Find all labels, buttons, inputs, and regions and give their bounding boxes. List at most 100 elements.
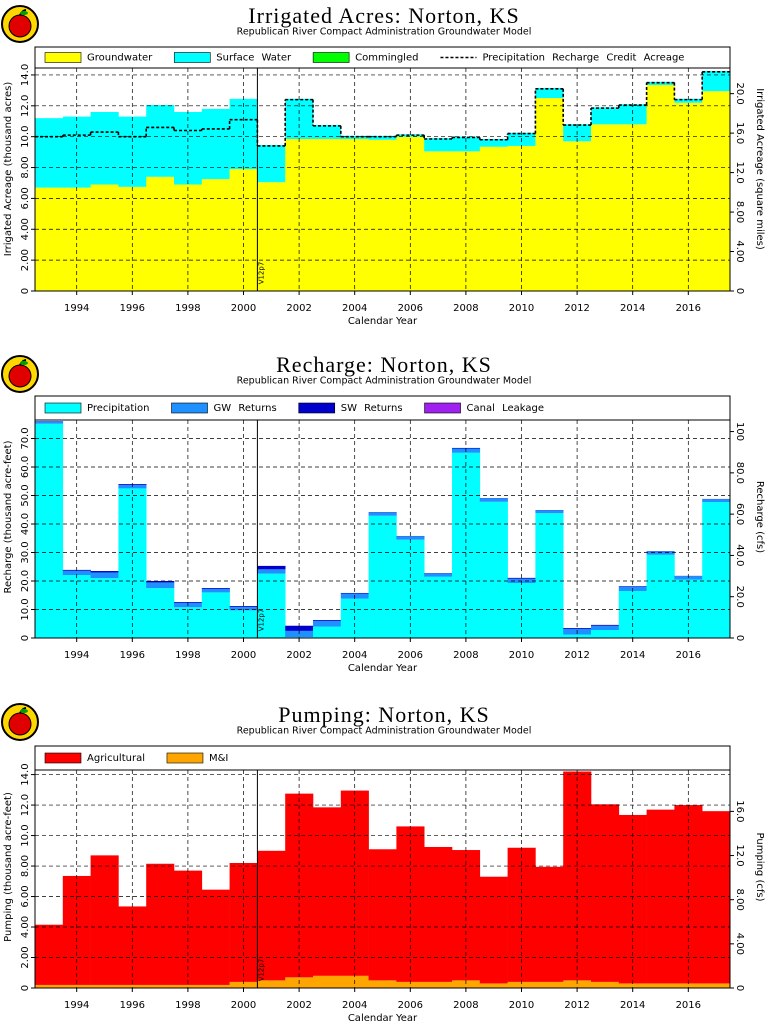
- bar-segment: [90, 855, 119, 985]
- y-tick-label: 14.0: [20, 64, 31, 86]
- x-tick-label: 2004: [342, 650, 367, 661]
- y2-tick-label: 0: [734, 288, 745, 294]
- y2-tick-label: 0: [734, 635, 745, 641]
- y-tick-label: 2.00: [20, 946, 31, 968]
- y-tick-label: 8.00: [20, 156, 31, 178]
- bar-segment: [535, 866, 564, 982]
- y2-tick-label: 12.0: [734, 161, 745, 183]
- bar-segment: [702, 499, 731, 503]
- annotation: V12p7: [257, 262, 265, 285]
- y2-tick-label: 8.00: [734, 201, 745, 223]
- legend-label: Groundwater: [87, 53, 153, 64]
- bar-segment: [674, 98, 703, 103]
- bar-segment: [146, 581, 175, 583]
- logo: [1, 5, 39, 43]
- y-axis-label: Irrigated Acreage (thousand acres): [3, 82, 14, 257]
- x-tick-label: 2000: [231, 650, 256, 661]
- bar-segment: [674, 805, 703, 984]
- bar-segment: [118, 984, 147, 988]
- bar-segment: [313, 975, 342, 988]
- bar-segment: [313, 626, 342, 638]
- y-tick-label: 20.0: [20, 570, 31, 592]
- bar-segment: [90, 111, 119, 185]
- bar-segment: [535, 981, 564, 988]
- x-tick-label: 2006: [398, 303, 423, 314]
- y2-tick-label: 40.0: [734, 544, 745, 566]
- x-tick-label: 2010: [509, 303, 534, 314]
- legend-swatch: [44, 402, 82, 414]
- legend-swatch: [173, 52, 211, 63]
- bar-segment: [257, 850, 286, 981]
- bar-segment: [618, 586, 647, 587]
- bar-segment: [396, 981, 425, 988]
- x-axis-label: Calendar Year: [348, 316, 418, 327]
- bar-segment: [702, 811, 731, 984]
- y-tick-label: 14.0: [20, 763, 31, 785]
- bar-segment: [535, 98, 564, 292]
- bar-segment: [257, 573, 286, 638]
- bar-segment: [591, 630, 620, 638]
- bar-segment: [313, 125, 342, 139]
- x-tick-label: 2012: [564, 1000, 589, 1011]
- bar-segment: [146, 582, 175, 589]
- x-tick-label: 2004: [342, 1000, 367, 1011]
- x-tick-label: 1998: [175, 1000, 200, 1011]
- bar-segment: [479, 501, 508, 638]
- x-tick-label: 1998: [175, 303, 200, 314]
- bar-segment: [368, 135, 397, 140]
- bar-segment: [535, 510, 564, 514]
- bar-segment: [368, 980, 397, 988]
- y2-tick-label: 16.0: [734, 122, 745, 144]
- legend-label: GW Returns: [214, 403, 277, 414]
- legend-label: Agricultural: [87, 753, 145, 764]
- bar-segment: [201, 984, 230, 988]
- legend-label: Surface Water: [216, 53, 292, 64]
- legend-label: Precipitation: [87, 403, 150, 414]
- bar-segment: [146, 984, 175, 988]
- legend-swatch: [312, 52, 350, 63]
- bar-segment: [646, 84, 675, 292]
- y-tick-label: 0: [20, 985, 31, 991]
- x-tick-label: 2008: [453, 1000, 478, 1011]
- y-tick-label: 4.00: [20, 218, 31, 240]
- bar-segment: [368, 139, 397, 291]
- y-tick-label: 40.0: [20, 513, 31, 535]
- y-tick-label: 0: [20, 288, 31, 294]
- bar-segment: [424, 151, 453, 291]
- y-tick-label: 30.0: [20, 541, 31, 563]
- bar-segment: [368, 515, 397, 638]
- y2-tick-label: 16.0: [734, 800, 745, 822]
- bar-segment: [479, 138, 508, 147]
- y-tick-label: 70.0: [20, 427, 31, 449]
- y2-axis-label: Pumping (cfs): [754, 833, 765, 902]
- y-tick-label: 10.0: [20, 126, 31, 148]
- y2-tick-label: 12.0: [734, 844, 745, 866]
- y2-axis-label: Irrigated Acreage (square miles): [754, 88, 765, 250]
- bar-segment: [591, 981, 620, 988]
- y2-tick-label: 20.0: [734, 83, 745, 105]
- bar-segment: [591, 107, 620, 125]
- x-tick-label: 1994: [64, 303, 89, 314]
- bar-segment: [479, 146, 508, 291]
- x-tick-label: 1994: [64, 650, 89, 661]
- x-tick-label: 1996: [120, 1000, 145, 1011]
- y-tick-label: 2.00: [20, 249, 31, 271]
- x-tick-label: 2010: [509, 650, 534, 661]
- bar-segment: [479, 498, 508, 502]
- bar-segment: [479, 876, 508, 984]
- x-tick-label: 2014: [620, 1000, 645, 1011]
- legend-label: SW Returns: [341, 403, 403, 414]
- bar-segment: [90, 578, 119, 638]
- bar-segment: [591, 625, 620, 631]
- y-tick-label: 6.00: [20, 187, 31, 209]
- bar-segment: [646, 551, 675, 555]
- x-tick-label: 2006: [398, 650, 423, 661]
- chart-title: Pumping: Norton, KS: [278, 702, 490, 727]
- bar-segment: [507, 577, 536, 579]
- y2-tick-label: 8.00: [734, 889, 745, 911]
- chart-title: Irrigated Acres: Norton, KS: [248, 3, 519, 28]
- x-tick-label: 2004: [342, 303, 367, 314]
- plot-frame: [34, 46, 731, 292]
- x-tick-label: 2012: [564, 303, 589, 314]
- chart-subtitle: Republican River Compact Administration …: [237, 726, 532, 737]
